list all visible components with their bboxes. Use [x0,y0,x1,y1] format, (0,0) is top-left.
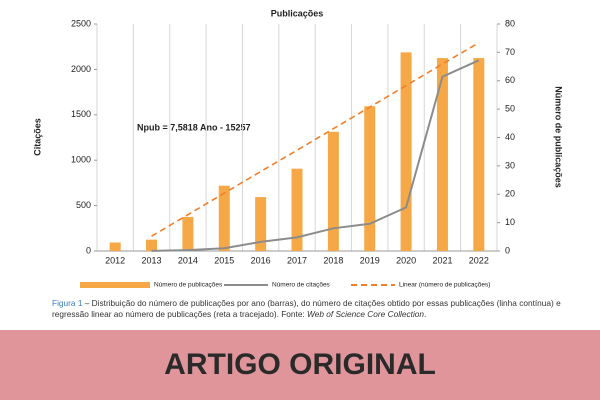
legend-label: Número de publicações [154,282,223,289]
annotation: Npub = 7,5818 Ano - 15257 [137,122,250,132]
y-axis-title: Citações [32,118,42,156]
line [151,59,480,252]
y2-tick-label: 60 [505,75,515,85]
x-tick-label: 2015 [214,255,234,265]
bar [218,185,230,251]
legend-label: Linear (número de publicações) [399,282,490,289]
x-tick-label: 2021 [432,255,452,265]
x-tick-label: 2020 [396,255,416,265]
legend-label: Número de citações [272,282,331,289]
y-tick-label: 0 [86,245,91,255]
caption-source: Web of Science Core Collection [307,309,425,319]
y2-axis-title: Número de publicações [554,86,564,188]
x-tick-label: 2012 [105,255,125,265]
x-tick-label: 2022 [469,255,489,265]
y2-tick-label: 80 [505,18,515,28]
trend-line [151,42,480,237]
x-tick-label: 2018 [323,255,343,265]
y2-tick-label: 0 [505,245,510,255]
y2-tick-label: 30 [505,160,515,170]
x-tick-label: 2017 [287,255,307,265]
y2-tick-label: 40 [505,132,515,142]
bar [109,242,121,251]
bar [436,58,448,251]
y-tick-label: 1500 [71,109,91,119]
legend-swatch [80,282,150,288]
banner: ARTIGO ORIGINAL [0,330,600,400]
y2-tick-label: 70 [505,47,515,57]
bar [364,106,376,251]
y2-tick-label: 50 [505,104,515,114]
caption-text: – Distribuição do número de publicações … [52,298,561,319]
bar [291,168,303,251]
caption: Figura 1 – Distribuição do número de pub… [52,298,572,320]
bar [255,197,267,251]
caption-label: Figura 1 [52,298,83,308]
y-tick-label: 1000 [71,155,91,165]
y2-tick-label: 20 [505,189,515,199]
y-tick-label: 2000 [71,64,91,74]
bar [327,131,339,251]
y-tick-label: 500 [76,200,91,210]
caption-end: . [424,309,427,319]
chart: Publicações Citações Número de publicaçõ… [32,8,564,289]
x-tick-label: 2014 [178,255,198,265]
y2-tick-label: 10 [505,217,515,227]
chart-title: Publicações [271,8,324,18]
bar [400,52,412,251]
bar [146,239,158,251]
x-tick-label: 2016 [251,255,271,265]
bar [473,58,485,251]
x-tick-label: 2013 [142,255,162,265]
bar [182,216,194,251]
x-tick-label: 2019 [360,255,380,265]
y-tick-label: 2500 [71,18,91,28]
